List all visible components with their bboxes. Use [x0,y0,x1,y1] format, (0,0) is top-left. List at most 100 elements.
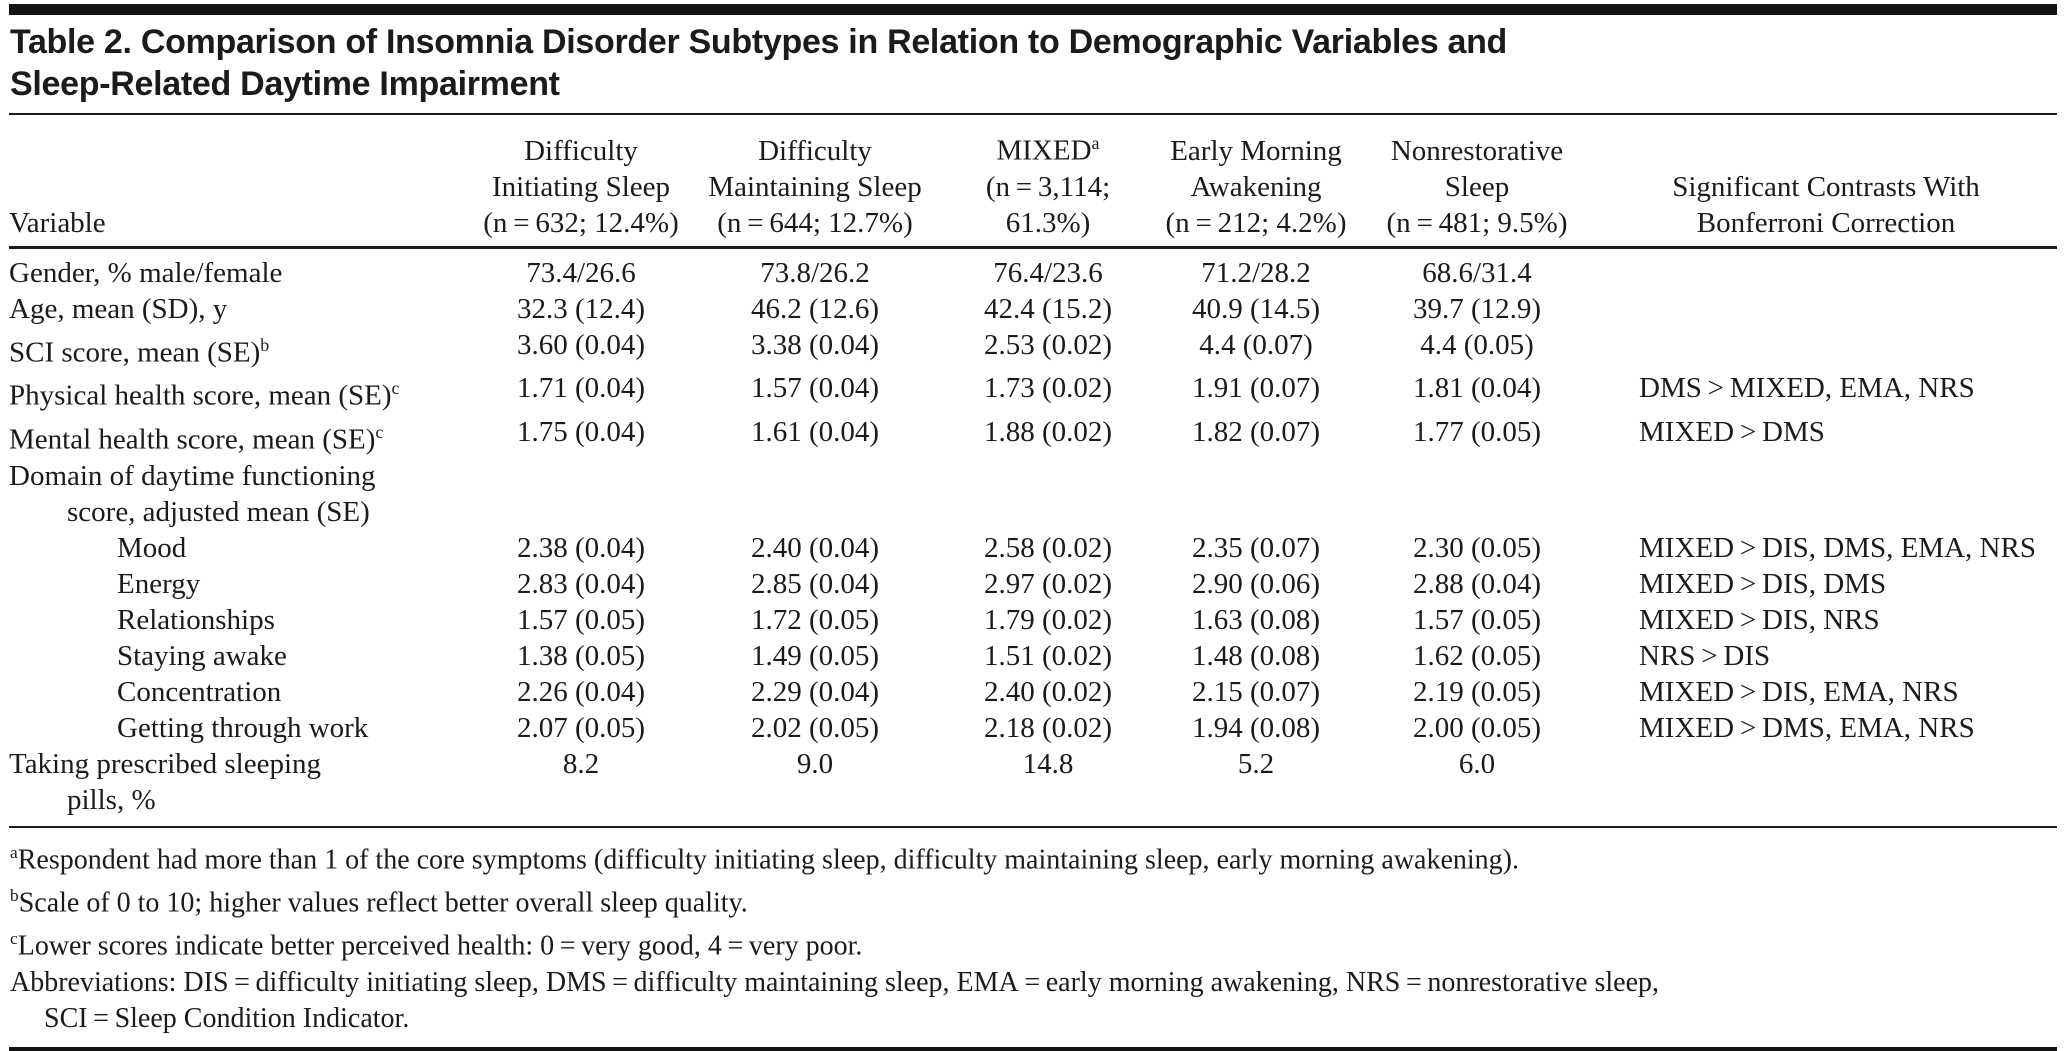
value-cell-nrs: 1.62 (0.05) [1412,639,1542,672]
variable-cell: Age, mean (SD), y [9,292,228,325]
variable-cell: Physical health score, mean (SE)c [9,378,400,412]
table-row: Physical health score, mean (SE)c 1.71 (… [9,370,2057,414]
value-cell-nrs: 39.7 (12.9) [1412,292,1542,325]
value-cell-ema: 40.9 (14.5) [1191,292,1321,325]
contrast-cell: DMS > MIXED, EMA, NRS [1639,372,1975,405]
table-row: Concentration 2.26 (0.04) 2.29 (0.04) 2.… [9,674,2057,710]
table-title-line-2: Sleep-Related Daytime Impairment [10,65,560,103]
contrast-cell: MIXED > DIS, EMA, NRS [1639,675,1959,708]
variable-cell: Getting through work [117,711,369,744]
table-row: Mental health score, mean (SE)c 1.75 (0.… [9,414,2057,458]
variable-cell: SCI score, mean (SE)b [9,334,270,369]
paper-table-figure: Table 2. Comparison of Insomnia Disorder… [0,4,2066,1051]
value-cell-ema [1153,458,1359,530]
value-cell-ema: 5.2 [1153,745,1359,828]
value-cell-dms: 1.57 (0.04) [750,372,880,405]
table-row: SCI score, mean (SE)b 3.60 (0.04) 3.38 (… [9,327,2057,371]
value-cell-ema: 2.15 (0.07) [1191,675,1321,708]
value-cell-mixed: 1.51 (0.02) [983,639,1113,672]
column-header-mixed: MIXEDa (n = 3,114; 61.3%) [943,115,1153,249]
variable-cell: Concentration [117,675,282,708]
value-cell-dis: 1.57 (0.05) [516,603,646,636]
footnote-b: bScale of 0 to 10; higher values reflect… [10,885,748,919]
table-header: Variable Difficulty Initiating Sleep (n … [9,115,2057,249]
table-footnotes: aRespondent had more than 1 of the core … [9,828,2057,1051]
value-cell-dis: 1.71 (0.04) [516,372,646,405]
contrast-cell: MIXED > DIS, DMS [1639,567,1887,600]
contrast-cell [1595,247,2057,291]
value-cell-ema: 1.48 (0.08) [1191,639,1321,672]
table-row: Domain of daytime functioning score, adj… [9,458,2057,530]
contrast-cell: MIXED > DIS, DMS, EMA, NRS [1639,531,2036,564]
value-cell-nrs: 2.00 (0.05) [1412,711,1542,744]
contrast-cell: NRS > DIS [1639,639,1771,672]
variable-cell: Energy [117,567,201,600]
table-title: Table 2. Comparison of Insomnia Disorder… [9,15,2057,115]
value-cell-dms: 2.85 (0.04) [750,567,880,600]
contrast-cell: MIXED > DMS [1639,415,1825,448]
value-cell-nrs: 2.88 (0.04) [1412,567,1542,600]
table-top-bar [9,4,2057,15]
value-cell-nrs: 6.0 [1359,745,1595,828]
value-cell-dis: 32.3 (12.4) [516,292,646,325]
value-cell-dis: 1.75 (0.04) [516,415,646,448]
data-table: Variable Difficulty Initiating Sleep (n … [9,115,2057,828]
footnote-abbreviations: Abbreviations: DIS = difficulty initiati… [10,966,1660,1034]
table-row: Age, mean (SD), y 32.3 (12.4) 46.2 (12.6… [9,291,2057,327]
table-title-line-1: Table 2. Comparison of Insomnia Disorder… [10,23,1508,61]
variable-cell: Taking prescribed sleeping pills, % [9,745,475,828]
value-cell-dis: 2.38 (0.04) [516,531,646,564]
value-cell-nrs: 68.6/31.4 [1422,256,1532,289]
value-cell-nrs: 1.57 (0.05) [1412,603,1542,636]
value-cell-mixed: 2.53 (0.02) [983,328,1113,361]
contrast-cell: MIXED > DIS, NRS [1639,603,1880,636]
value-cell-ema: 2.90 (0.06) [1191,567,1321,600]
footnote-marker: b [260,334,270,355]
value-cell-mixed: 14.8 [943,745,1153,828]
table-body: Gender, % male/female 73.4/26.6 73.8/26.… [9,247,2057,828]
contrast-cell [1595,327,2057,371]
contrast-cell [1595,458,2057,530]
column-header-dis: Difficulty Initiating Sleep (n = 632; 12… [475,115,687,249]
value-cell-dis: 2.07 (0.05) [516,711,646,744]
value-cell-dis: 73.4/26.6 [526,256,636,289]
value-cell-dms: 1.72 (0.05) [750,603,880,636]
value-cell-ema: 1.63 (0.08) [1191,603,1321,636]
value-cell-dis: 3.60 (0.04) [516,328,646,361]
value-cell-mixed: 42.4 (15.2) [983,292,1113,325]
value-cell-mixed: 2.97 (0.02) [983,567,1113,600]
value-cell-mixed: 2.18 (0.02) [983,711,1113,744]
footnote-marker: b [10,885,19,905]
value-cell-dis: 1.38 (0.05) [516,639,646,672]
value-cell-mixed: 1.79 (0.02) [983,603,1113,636]
contrast-cell: MIXED > DMS, EMA, NRS [1639,711,1975,744]
variable-cell: Domain of daytime functioning score, adj… [9,459,376,528]
value-cell-nrs: 2.30 (0.05) [1412,531,1542,564]
table-row: Energy 2.83 (0.04) 2.85 (0.04) 2.97 (0.0… [9,566,2057,602]
value-cell-nrs: 4.4 (0.05) [1420,328,1534,361]
header-row: Variable Difficulty Initiating Sleep (n … [9,115,2057,249]
value-cell-dms: 73.8/26.2 [760,256,870,289]
table-row: Staying awake 1.38 (0.05) 1.49 (0.05) 1.… [9,638,2057,674]
table-row: Taking prescribed sleeping pills, % 8.2 … [9,745,2057,828]
value-cell-dms: 1.49 (0.05) [750,639,880,672]
value-cell-dms: 46.2 (12.6) [750,292,880,325]
variable-cell: Mental health score, mean (SE)c [9,421,384,456]
value-cell-nrs [1359,458,1595,530]
value-cell-mixed: 2.58 (0.02) [983,531,1113,564]
table-row: Getting through work 2.07 (0.05) 2.02 (0… [9,710,2057,746]
value-cell-ema: 1.82 (0.07) [1191,415,1321,448]
footnote-marker: c [391,378,400,399]
table-row: Relationships 1.57 (0.05) 1.72 (0.05) 1.… [9,602,2057,638]
value-cell-nrs: 1.81 (0.04) [1412,372,1542,405]
footnote-marker: a [10,842,18,862]
value-cell-ema: 71.2/28.2 [1201,256,1311,289]
value-cell-mixed: 76.4/23.6 [993,256,1103,289]
value-cell-mixed: 1.73 (0.02) [983,372,1113,405]
value-cell-dms: 1.61 (0.04) [750,415,880,448]
value-cell-ema: 2.35 (0.07) [1191,531,1321,564]
footnote-marker-a: a [1091,133,1100,153]
column-header-ema: Early Morning Awakening (n = 212; 4.2%) [1153,115,1359,249]
value-cell-nrs: 1.77 (0.05) [1412,415,1542,448]
value-cell-ema: 1.94 (0.08) [1191,711,1321,744]
